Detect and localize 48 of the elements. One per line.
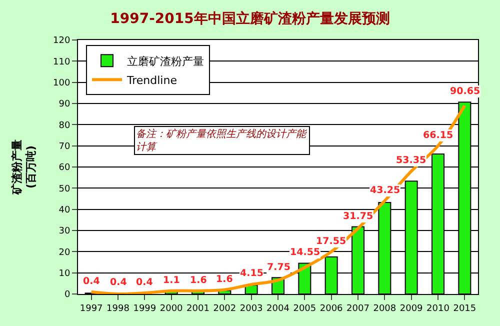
x-tick-label: 1999 [133,304,156,314]
x-tick-label: 2006 [320,304,344,314]
y-tick-label: 70 [58,142,70,152]
legend-label: Trendline [126,74,178,87]
data-label: 1.1 [163,275,180,286]
data-label: 53.35 [396,155,426,166]
data-label: 0.4 [136,277,154,288]
data-label: 1.6 [216,274,234,285]
data-label: 90.65 [450,86,480,97]
y-tick-label: 110 [53,57,70,68]
x-tick-label: 1998 [106,304,130,314]
legend-label: 立磨矿渣粉产量 [127,54,204,68]
x-tick-label: 2010 [426,304,450,314]
data-label: 31.75 [343,211,374,222]
x-tick-label: 2004 [266,304,290,314]
y-tick-label: 20 [58,248,70,258]
y-tick-label: 50 [58,184,70,194]
y-tick-label: 60 [58,163,70,174]
x-tick-label: 2008 [373,304,396,314]
x-tick-label: 2005 [293,304,316,314]
x-tick-label: 2015 [453,304,476,314]
data-label: 66.15 [423,130,454,141]
y-axis-title: 矿渣粉产量 (百万吨) [10,140,38,196]
data-label: 1.6 [190,275,208,286]
y-tick-label: 10 [58,268,70,279]
data-label: 0.4 [83,276,100,287]
y-tick-label: 0 [64,290,70,300]
data-label: 0.4 [110,277,128,288]
y-tick-label: 80 [58,120,70,131]
y-tick-label: 120 [53,36,70,46]
x-tick-label: 2000 [160,304,184,314]
y-tick-label: 30 [58,226,70,237]
annotation: 备注：矿粉产量依照生产线的设计产能计算 [136,128,308,153]
data-label: 14.55 [290,247,320,258]
data-label: 17.55 [316,236,346,247]
x-tick-label: 2007 [346,304,370,314]
x-tick-label: 1997 [80,304,103,314]
data-label: 43.25 [370,185,400,196]
y-tick-label: 40 [58,205,70,216]
y-tick-label: 100 [53,78,70,88]
data-label: 4.15 [240,268,264,279]
chart-title: 1997-2015年中国立磨矿渣粉产量发展预测 [110,10,390,27]
x-tick-label: 2001 [186,304,210,314]
data-label: 7.75 [267,262,290,273]
y-tick-label: 90 [58,100,70,110]
x-tick-label: 2009 [400,304,424,314]
x-tick-label: 2002 [213,304,236,314]
x-tick-label: 2003 [240,304,263,314]
